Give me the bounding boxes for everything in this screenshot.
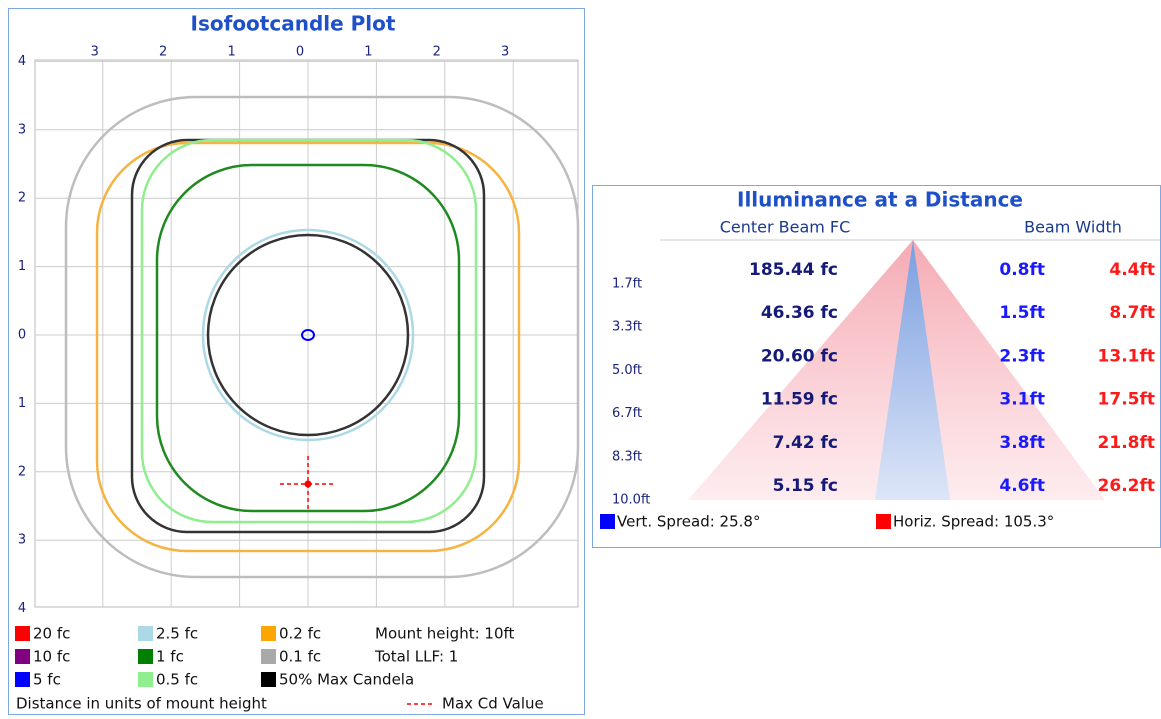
header-width: Beam Width	[1024, 218, 1122, 237]
legend-swatch	[261, 649, 276, 664]
legend-swatch	[15, 649, 30, 664]
legend-swatch	[138, 626, 153, 641]
center-fc: 20.60 fc	[761, 346, 838, 366]
top-tick-label: 3	[501, 45, 509, 60]
horiz-width: 8.7ft	[1109, 303, 1155, 323]
horiz-width: 13.1ft	[1098, 346, 1155, 366]
center-fc: 11.59 fc	[761, 390, 838, 410]
plot-area	[34, 59, 579, 608]
vert-beam	[875, 240, 950, 500]
legend-label: 0.2 fc	[279, 625, 321, 643]
legend-swatch	[15, 626, 30, 641]
legend-swatch	[138, 649, 153, 664]
distance: 8.3ft	[612, 449, 642, 464]
top-tick-label: 2	[159, 45, 167, 60]
legend-swatch	[138, 672, 153, 687]
horiz-width: 26.2ft	[1098, 476, 1155, 496]
center-fc: 7.42 fc	[773, 433, 838, 453]
top-tick-label: 1	[364, 45, 372, 60]
contour-50pct-inner	[206, 233, 410, 437]
legend-label: 2.5 fc	[156, 625, 198, 643]
left-tick-label: 0	[18, 328, 26, 343]
distance: 6.7ft	[612, 406, 642, 421]
mount-height: Mount height: 10ft	[375, 625, 515, 643]
header-fc: Center Beam FC	[720, 218, 851, 237]
distance: 5.0ft	[612, 363, 642, 378]
vert-spread: Vert. Spread: 25.8°	[617, 513, 760, 531]
center-fc: 185.44 fc	[749, 260, 838, 280]
distance: 3.3ft	[612, 320, 642, 335]
center-fc: 5.15 fc	[773, 476, 838, 496]
max-cd-label: Max Cd Value	[442, 695, 544, 713]
legend-label: 1 fc	[156, 648, 184, 666]
left-tick-label: 3	[18, 533, 26, 548]
contour-0-5	[140, 138, 478, 524]
iso-title: Isofootcandle Plot	[191, 12, 396, 36]
footer: Distance in units of mount height	[16, 695, 267, 713]
max-cd-marker	[280, 456, 336, 512]
legend-swatch	[15, 672, 30, 687]
legend-swatch	[261, 626, 276, 641]
distance: 1.7ft	[612, 277, 642, 292]
illum-title: Illuminance at a Distance	[737, 188, 1023, 212]
contour-2-5	[201, 228, 415, 442]
contour-0-1	[64, 95, 580, 579]
vert-width: 3.8ft	[999, 433, 1045, 453]
distance: 10.0ft	[612, 493, 650, 508]
left-tick-label: 2	[18, 464, 26, 479]
legend-label: 5 fc	[33, 671, 61, 689]
left-tick-label: 4	[18, 54, 26, 69]
vert-width: 0.8ft	[999, 260, 1045, 280]
legend-label: 10 fc	[33, 648, 70, 666]
contour-1	[155, 163, 461, 513]
contour-0-2	[95, 141, 521, 553]
left-tick-label: 1	[18, 259, 26, 274]
top-tick-label: 2	[433, 45, 441, 60]
horiz-spread: Horiz. Spread: 105.3°	[893, 513, 1054, 531]
legend-label: 0.5 fc	[156, 671, 198, 689]
horiz-width: 17.5ft	[1098, 390, 1155, 410]
horiz-width: 4.4ft	[1109, 260, 1155, 280]
vert-width: 3.1ft	[999, 390, 1045, 410]
contour-5	[301, 329, 315, 341]
left-tick-label: 1	[18, 396, 26, 411]
vert-width: 1.5ft	[999, 303, 1045, 323]
top-tick-label: 0	[296, 45, 304, 60]
horiz-width: 21.8ft	[1098, 433, 1155, 453]
total-llf: Total LLF: 1	[374, 648, 458, 666]
legend-label: 0.1 fc	[279, 648, 321, 666]
top-tick-label: 1	[227, 45, 235, 60]
horiz-swatch	[876, 514, 891, 529]
legend-label: 20 fc	[33, 625, 70, 643]
legend-swatch	[261, 672, 276, 687]
center-fc: 46.36 fc	[761, 303, 838, 323]
left-tick-label: 3	[18, 122, 26, 137]
contours	[64, 95, 580, 579]
left-tick-label: 4	[18, 601, 26, 616]
left-tick-label: 2	[18, 191, 26, 206]
top-tick-label: 3	[91, 45, 99, 60]
vert-width: 2.3ft	[999, 346, 1045, 366]
vert-width: 4.6ft	[999, 476, 1045, 496]
vert-swatch	[600, 514, 615, 529]
legend-label: 50% Max Candela	[279, 671, 414, 689]
